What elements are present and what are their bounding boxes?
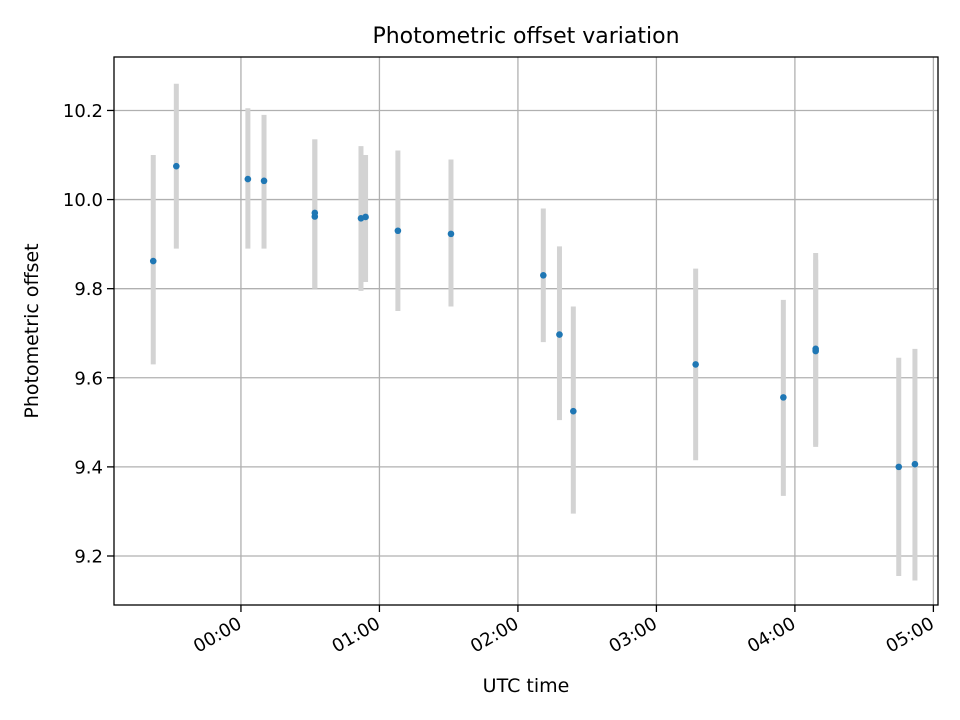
- y-tick-label: 10.2: [63, 101, 103, 122]
- data-point: [692, 361, 699, 368]
- data-point: [780, 394, 787, 401]
- data-point: [911, 460, 919, 468]
- data-point: [394, 227, 402, 235]
- data-point: [260, 177, 268, 185]
- y-tick-label: 9.8: [74, 279, 103, 300]
- data-point: [149, 257, 157, 265]
- data-point: [895, 463, 903, 471]
- data-points: [149, 162, 919, 471]
- data-point: [812, 345, 819, 353]
- y-tick-label: 9.4: [74, 457, 103, 478]
- y-tick-label: 9.6: [74, 368, 103, 389]
- y-axis-ticks: 9.2 9.4 9.6 9.8 10.0 10.2: [63, 101, 114, 567]
- grid-lines: [114, 57, 938, 605]
- y-tick-label: 9.2: [74, 546, 103, 567]
- data-point: [311, 209, 319, 217]
- data-point: [540, 272, 547, 279]
- plot-frame: [113, 56, 939, 606]
- chart-title: Photometric offset variation: [372, 24, 679, 49]
- y-tick-label: 10.0: [63, 190, 103, 211]
- data-point: [556, 331, 563, 338]
- data-point: [173, 162, 180, 170]
- data-point: [447, 230, 455, 238]
- x-axis-label: UTC time: [483, 675, 570, 697]
- data-point: [244, 175, 252, 183]
- data-point: [570, 407, 577, 415]
- data-point: [362, 213, 369, 221]
- y-axis-label: Photometric offset: [21, 243, 43, 418]
